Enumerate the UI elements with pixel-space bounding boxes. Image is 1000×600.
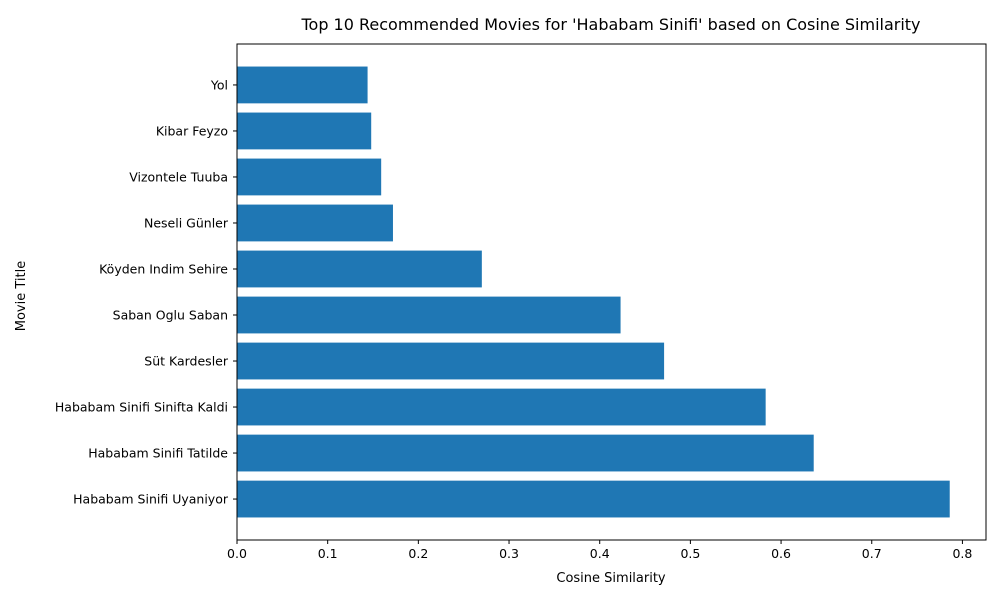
x-tick-label-4: 0.4 — [590, 546, 610, 561]
bar-8 — [237, 112, 372, 150]
y-axis-label: Movie Title — [14, 261, 29, 331]
bar-7 — [237, 158, 382, 196]
bar-1 — [237, 434, 814, 472]
bar-4 — [237, 296, 621, 334]
y-axis-ticks: Hababam Sinifi Uyaniyor Hababam Sinifi Ta… — [55, 77, 237, 507]
y-tick-label-8: Kibar Feyzo — [156, 123, 228, 138]
x-tick-label-3: 0.3 — [499, 546, 519, 561]
bar-3 — [237, 342, 665, 380]
plot-frame — [236, 43, 987, 541]
bar-6 — [237, 204, 393, 242]
y-tick-label-0: Hababam Sinifi Uyaniyor — [73, 492, 229, 507]
x-tick-label-2: 0.2 — [408, 546, 428, 561]
x-tick-label-5: 0.5 — [680, 546, 700, 561]
x-tick-label-7: 0.7 — [862, 546, 882, 561]
y-tick-label-1: Hababam Sinifi Tatilde — [88, 446, 228, 461]
y-tick-label-2: Hababam Sinifi Sinifta Kaldi — [55, 400, 228, 415]
chart-title: Top 10 Recommended Movies for 'Hababam S… — [300, 15, 920, 34]
x-tick-label-6: 0.6 — [771, 546, 791, 561]
bar-5 — [237, 250, 482, 288]
bar-0 — [237, 480, 950, 518]
x-axis-label: Cosine Similarity — [556, 571, 666, 586]
y-tick-label-4: Saban Oglu Saban — [113, 308, 228, 323]
x-tick-label-0: 0.0 — [227, 546, 247, 561]
y-tick-label-7: Vizontele Tuuba — [129, 169, 228, 184]
bars-group — [237, 66, 950, 518]
x-tick-label-8: 0.8 — [952, 546, 972, 561]
y-tick-label-9: Yol — [210, 77, 228, 92]
bar-2 — [237, 388, 766, 426]
bar-9 — [237, 66, 368, 104]
y-tick-label-3: Süt Kardesler — [144, 354, 229, 369]
x-tick-label-1: 0.1 — [318, 546, 338, 561]
y-tick-label-5: Köyden Indim Sehire — [99, 261, 228, 276]
x-axis-ticks: 0.0 0.1 0.2 0.3 0.4 0.5 0.6 0.7 0.8 — [227, 540, 972, 561]
y-tick-label-6: Neseli Günler — [144, 215, 229, 230]
